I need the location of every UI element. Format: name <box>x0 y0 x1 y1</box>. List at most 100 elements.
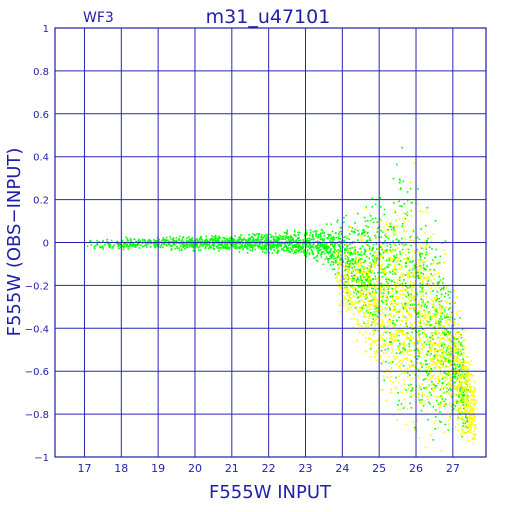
data-point <box>132 243 134 246</box>
data-point <box>403 288 405 291</box>
data-point <box>193 243 195 245</box>
data-point <box>399 367 401 369</box>
data-point <box>371 315 374 317</box>
data-point <box>102 248 105 250</box>
data-point <box>407 294 410 297</box>
data-point <box>434 286 437 289</box>
data-point <box>261 236 263 238</box>
data-point <box>435 331 437 334</box>
data-point <box>400 289 402 292</box>
data-point <box>421 392 423 395</box>
data-point <box>452 326 455 329</box>
data-point <box>200 236 203 239</box>
data-point <box>460 368 462 371</box>
data-point <box>205 238 207 240</box>
data-point <box>408 251 411 253</box>
data-point <box>262 244 264 247</box>
data-point <box>435 385 438 387</box>
data-point <box>417 302 420 304</box>
data-point <box>380 276 382 279</box>
data-point <box>441 398 444 400</box>
data-point <box>472 390 474 392</box>
data-point <box>448 351 450 354</box>
data-point <box>274 232 277 235</box>
data-point <box>380 355 382 357</box>
data-point <box>438 276 441 278</box>
data-point <box>441 400 443 402</box>
data-point <box>405 285 407 288</box>
data-point <box>361 285 363 288</box>
data-point <box>372 221 375 224</box>
data-point <box>357 265 359 268</box>
data-point <box>306 249 309 251</box>
data-point <box>323 234 326 237</box>
data-point <box>469 389 472 392</box>
data-point <box>375 310 377 312</box>
data-point <box>469 386 471 388</box>
data-point <box>437 366 439 369</box>
data-point <box>470 428 472 431</box>
data-point <box>467 425 470 428</box>
data-point <box>406 214 409 217</box>
data-point <box>363 267 365 269</box>
data-point <box>359 275 362 277</box>
data-point <box>414 307 416 309</box>
data-point <box>353 278 356 280</box>
data-point <box>428 313 431 315</box>
data-point <box>249 249 252 251</box>
data-point <box>404 300 407 302</box>
data-point <box>461 417 463 419</box>
data-point <box>437 382 439 384</box>
data-point <box>442 352 444 355</box>
data-point <box>423 276 426 278</box>
series-1-points <box>335 162 477 452</box>
data-point <box>305 255 308 258</box>
data-point <box>359 294 362 297</box>
data-point <box>424 400 426 402</box>
data-point <box>108 246 111 248</box>
data-point <box>408 343 410 345</box>
data-point <box>431 334 434 337</box>
data-point <box>464 394 467 397</box>
data-point <box>421 283 424 286</box>
data-point <box>342 266 344 268</box>
data-point <box>394 244 397 247</box>
data-point <box>395 285 397 288</box>
data-point <box>423 251 426 253</box>
data-point <box>440 366 442 369</box>
data-point <box>424 402 427 405</box>
data-point <box>428 343 430 346</box>
data-point <box>423 305 426 308</box>
data-point <box>462 396 465 399</box>
data-point <box>403 345 405 348</box>
data-point <box>419 258 422 261</box>
data-point <box>365 326 367 328</box>
data-point <box>454 381 456 384</box>
data-point <box>463 352 465 355</box>
data-point <box>145 242 148 244</box>
data-point <box>254 248 257 251</box>
data-point <box>399 293 402 296</box>
data-point <box>387 282 390 285</box>
data-point <box>376 317 379 320</box>
data-point <box>450 369 453 371</box>
data-point <box>250 245 252 247</box>
data-point <box>345 289 348 291</box>
data-point <box>381 248 383 251</box>
data-point <box>414 342 416 344</box>
data-point <box>345 214 347 217</box>
data-point <box>380 266 382 268</box>
data-point <box>430 263 432 265</box>
data-point <box>394 358 396 361</box>
data-point <box>367 309 370 312</box>
data-point <box>403 358 405 360</box>
data-point <box>434 384 436 387</box>
data-point <box>392 340 395 342</box>
data-point <box>425 302 427 304</box>
data-point <box>359 258 361 260</box>
data-point <box>438 348 440 351</box>
data-point <box>394 225 396 228</box>
data-point <box>145 246 148 248</box>
data-point <box>364 259 366 262</box>
